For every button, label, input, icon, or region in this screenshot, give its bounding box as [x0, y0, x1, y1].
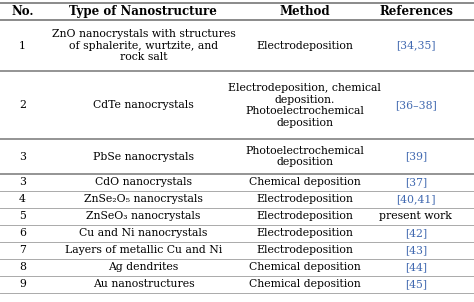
- Text: 4: 4: [19, 194, 26, 204]
- Text: Electrodeposition: Electrodeposition: [256, 228, 353, 238]
- Text: 1: 1: [19, 41, 26, 51]
- Text: [37]: [37]: [405, 177, 427, 187]
- Text: [42]: [42]: [405, 228, 427, 238]
- Text: Chemical deposition: Chemical deposition: [249, 279, 360, 289]
- Text: Chemical deposition: Chemical deposition: [249, 262, 360, 272]
- Text: CdTe nanocrystals: CdTe nanocrystals: [93, 100, 194, 110]
- Text: ZnSeO₃ nanocrystals: ZnSeO₃ nanocrystals: [86, 211, 201, 221]
- Text: Ag dendrites: Ag dendrites: [108, 262, 179, 272]
- Text: CdO nanocrystals: CdO nanocrystals: [95, 177, 192, 187]
- Text: Type of Nanostructure: Type of Nanostructure: [70, 5, 217, 18]
- Text: [44]: [44]: [405, 262, 427, 272]
- Text: Layers of metallic Cu and Ni: Layers of metallic Cu and Ni: [65, 245, 222, 255]
- Text: Chemical deposition: Chemical deposition: [249, 177, 360, 187]
- Text: No.: No.: [11, 5, 34, 18]
- Text: References: References: [379, 5, 453, 18]
- Text: Electrodeposition: Electrodeposition: [256, 41, 353, 51]
- Text: ZnO nanocrystals with structures
of sphalerite, wurtzite, and
rock salt: ZnO nanocrystals with structures of spha…: [52, 29, 235, 62]
- Text: Electrodeposition, chemical
deposition.
Photoelectrochemical
deposition: Electrodeposition, chemical deposition. …: [228, 83, 381, 128]
- Text: [39]: [39]: [405, 152, 427, 162]
- Text: [45]: [45]: [405, 279, 427, 289]
- Text: [40,41]: [40,41]: [396, 194, 436, 204]
- Text: Au nanostructures: Au nanostructures: [92, 279, 194, 289]
- Text: [43]: [43]: [405, 245, 427, 255]
- Text: 3: 3: [19, 177, 26, 187]
- Text: Photoelectrochemical
deposition: Photoelectrochemical deposition: [245, 146, 364, 167]
- Text: Method: Method: [279, 5, 330, 18]
- Text: PbSe nanocrystals: PbSe nanocrystals: [93, 152, 194, 162]
- Text: 7: 7: [19, 245, 26, 255]
- Text: Electrodeposition: Electrodeposition: [256, 211, 353, 221]
- Text: 5: 5: [19, 211, 26, 221]
- Text: Electrodeposition: Electrodeposition: [256, 245, 353, 255]
- Text: 8: 8: [19, 262, 26, 272]
- Text: 6: 6: [19, 228, 26, 238]
- Text: ZnSe₂O₅ nanocrystals: ZnSe₂O₅ nanocrystals: [84, 194, 203, 204]
- Text: 3: 3: [19, 152, 26, 162]
- Text: Cu and Ni nanocrystals: Cu and Ni nanocrystals: [79, 228, 208, 238]
- Text: [36–38]: [36–38]: [395, 100, 437, 110]
- Text: Electrodeposition: Electrodeposition: [256, 194, 353, 204]
- Text: 9: 9: [19, 279, 26, 289]
- Text: [34,35]: [34,35]: [396, 41, 436, 51]
- Text: 2: 2: [19, 100, 26, 110]
- Text: present work: present work: [380, 211, 452, 221]
